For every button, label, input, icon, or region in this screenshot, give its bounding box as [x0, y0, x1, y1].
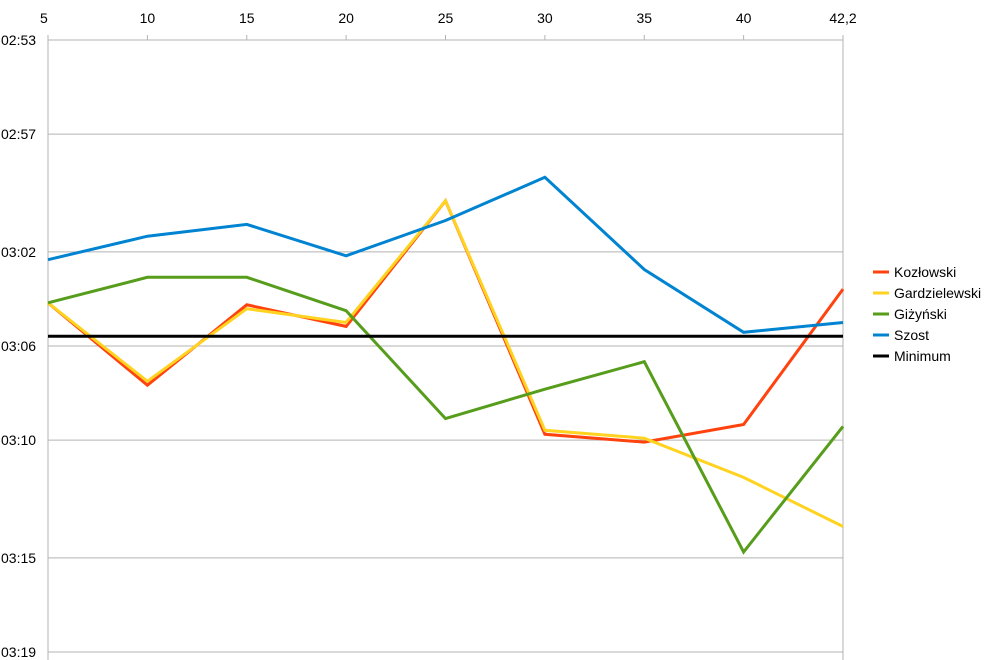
x-tick-label: 35: [636, 10, 652, 26]
x-tick-label: 15: [239, 10, 255, 26]
y-tick-label: 03:06: [1, 338, 36, 354]
legend: Kozłowski Gardzielewski Giżyński Szost Minim…: [873, 264, 981, 364]
y-tick-label: 03:10: [1, 432, 36, 448]
series-line-2: [47, 275, 845, 555]
series-line-3: [47, 175, 844, 334]
y-tick-label: 03:02: [1, 244, 36, 260]
y-tick-labels: 02:53 02:57 03:02 03:06 03:10 03:15 03:19: [1, 32, 36, 660]
legend-label: Minimum: [894, 348, 951, 364]
x-tick-label: 10: [140, 10, 156, 26]
x-tick-label: 5: [40, 10, 48, 26]
series-lines: [47, 175, 845, 555]
x-tick-label: 40: [736, 10, 752, 26]
legend-label: Szost: [894, 327, 929, 343]
y-tick-label: 03:15: [1, 550, 36, 566]
axes: [47, 35, 844, 660]
legend-label: Gardzielewski: [894, 285, 981, 301]
legend-label: Kozłowski: [894, 264, 956, 280]
x-tick-label: 30: [537, 10, 553, 26]
legend-label: Giżyński: [894, 306, 947, 322]
gridlines: [48, 39, 843, 653]
y-tick-label: 03:19: [1, 644, 36, 660]
series-line-1: [47, 197, 844, 528]
x-tick-label: 25: [438, 10, 454, 26]
y-tick-label: 02:57: [1, 126, 36, 142]
x-tick-label: 20: [338, 10, 354, 26]
y-tick-label: 02:53: [1, 32, 36, 48]
x-tick-labels: 5 10 15 20 25 30 35 40 42,2: [40, 10, 857, 26]
x-tick-label: 42,2: [829, 10, 856, 26]
